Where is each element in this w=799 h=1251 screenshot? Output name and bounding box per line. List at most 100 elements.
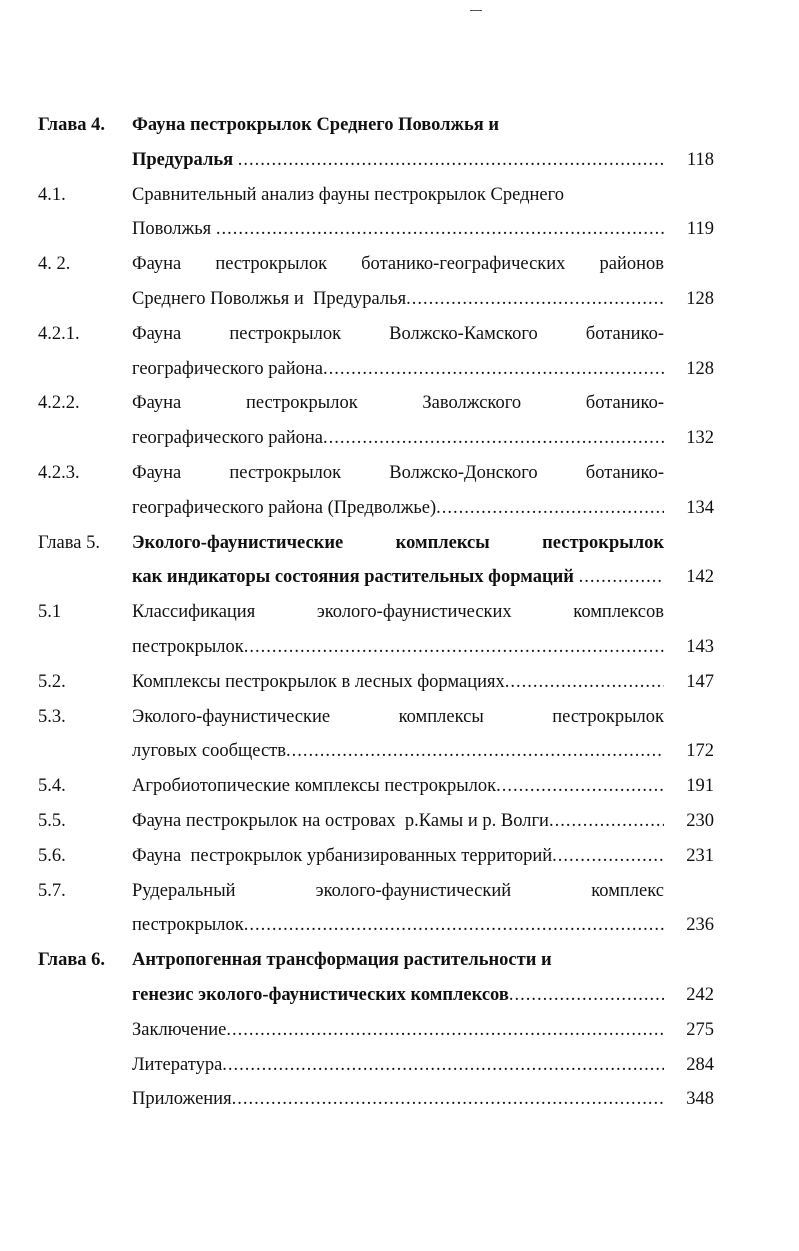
toc-entry-title: пестрокрылок	[132, 915, 244, 936]
leader-dots	[244, 908, 664, 943]
toc-entry-title-leader: Предуралья	[132, 143, 664, 178]
toc-entry-number: Глава 5.	[38, 532, 100, 553]
leader-dots	[216, 212, 664, 247]
toc-entry-line: 172 луговых сообществ	[0, 734, 799, 769]
toc-entry-title-leader: луговых сообществ	[132, 734, 664, 769]
toc-entry-line: 142 как индикаторы состояния растительных…	[0, 560, 799, 595]
toc-entry-line: Глава 4. Фауна пестрокрылок Среднего Пово…	[0, 108, 799, 143]
toc-entry-page: 275	[686, 1019, 714, 1040]
toc-entry-line: 128 Среднего Поволжья и Предуралья	[0, 282, 799, 317]
toc-entry-title-leader: Литература	[132, 1048, 664, 1083]
toc-entry-page: 118	[686, 149, 714, 170]
toc-entry-number: 5.7.	[38, 880, 66, 901]
toc-entry-line: 128 географического района	[0, 352, 799, 387]
toc-entry-line: 143 пестрокрылок	[0, 630, 799, 665]
leader-dots	[244, 630, 664, 665]
toc-entry-line: 4. 2. Фауна пестрокрылок ботанико-географ…	[0, 247, 799, 282]
toc-entry-page: 143	[686, 636, 714, 657]
toc-entry-line: Глава 6. Антропогенная трансформация раст…	[0, 943, 799, 978]
leader-dots	[323, 352, 664, 387]
toc-entry-title: пестрокрылок	[132, 636, 244, 657]
toc-entry-line: 5.6. 231 Фауна пестрокрылок урбанизированн…	[0, 839, 799, 874]
toc-entry-line: 118 Предуралья	[0, 143, 799, 178]
toc-entry-page: 236	[686, 915, 714, 936]
toc-entry-line: 5.5. 230 Фауна пестрокрылок на островах р.…	[0, 804, 799, 839]
toc-entry-title-leader: Среднего Поволжья и Предуралья	[132, 282, 664, 317]
toc-entry-title: как индикаторы состояния растительных фо…	[132, 567, 579, 588]
toc-entry-title: Фауна пестрокрылок Заволжского ботанико-	[132, 393, 664, 414]
toc-entry-title-leader: Поволжья	[132, 212, 664, 247]
toc-entry-number: 4.2.3.	[38, 462, 80, 483]
toc-entry-line: 348 Приложения	[0, 1082, 799, 1117]
toc-entry-line: 5.3. Эколого-фаунистические комплексы пес…	[0, 700, 799, 735]
toc-entry-title-leader: Фауна пестрокрылок урбанизированных терр…	[132, 839, 664, 874]
toc-entry-title: Фауна пестрокрылок Волжско-Камского бота…	[132, 323, 664, 344]
toc-entry-title: Комплексы пестрокрылок в лесных формация…	[132, 671, 505, 692]
toc-entry-title: географического района	[132, 358, 323, 379]
toc-entry-page: 191	[686, 776, 714, 797]
toc-entry-number: Глава 4.	[38, 115, 106, 135]
toc-entry-number: 4.1.	[38, 184, 66, 205]
toc-entry-title: Приложения	[132, 1089, 232, 1110]
toc-entry-line: 4.2.2. Фауна пестрокрылок Заволжского бот…	[0, 386, 799, 421]
toc-entry-line: 4.2.1. Фауна пестрокрылок Волжско-Камског…	[0, 317, 799, 352]
toc-entry-number: 5.6.	[38, 845, 66, 866]
toc-entry-number: 4.2.2.	[38, 393, 80, 414]
toc-entry-number: 5.1	[38, 602, 62, 623]
toc-entry-title: луговых сообществ	[132, 741, 286, 762]
toc-entry-title: Фауна пестрокрылок на островах р.Камы и …	[132, 810, 549, 831]
toc-entry-line: 4.1. Сравнительный анализ фауны пестрокры…	[0, 178, 799, 213]
toc-entry-page: 119	[686, 219, 714, 240]
toc-entry-line: 132 географического района	[0, 421, 799, 456]
leader-dots	[222, 1048, 664, 1083]
toc-entry-line: 236 пестрокрылок	[0, 908, 799, 943]
leader-dots	[323, 421, 664, 456]
toc-entry-page: 134	[686, 497, 714, 518]
toc-entry-title: географического района (Предволжье)	[132, 497, 437, 518]
leader-dots	[552, 839, 664, 874]
toc-entry-number: 4. 2.	[38, 254, 71, 275]
toc-entry-title: Сравнительный анализ фауны пестрокрылок …	[132, 184, 564, 205]
toc-entry-page: 348	[686, 1089, 714, 1110]
leader-dots	[436, 491, 664, 526]
toc-entry-title-leader: как индикаторы состояния растительных фо…	[132, 560, 664, 595]
toc-entry-page: 284	[686, 1054, 714, 1075]
leader-dots	[406, 282, 664, 317]
toc-entry-title-leader: Фауна пестрокрылок на островах р.Камы и …	[132, 804, 664, 839]
toc-entry-page: 230	[686, 810, 714, 831]
toc-entry-title: Фауна пестрокрылок Среднего Поволжья и	[132, 115, 500, 135]
toc-entry-title: Антропогенная трансформация растительнос…	[132, 950, 552, 971]
toc-entry-title: географического района	[132, 428, 323, 449]
leader-dots	[549, 804, 664, 839]
toc-entry-page: 128	[686, 288, 714, 309]
page-top-mark	[470, 10, 482, 11]
toc-entry-title: Эколого-фаунистические комплексы пестрок…	[132, 532, 664, 553]
toc-entry-title: Среднего Поволжья и Предуралья	[132, 288, 407, 309]
toc-entry-title: Литература	[132, 1054, 223, 1075]
toc-entry-line: 5.1 Классификация эколого-фаунистических …	[0, 595, 799, 630]
toc-entry-page: 231	[686, 845, 714, 866]
toc-entry-number: 5.4.	[38, 776, 66, 797]
toc-entry-number: 5.2.	[38, 671, 66, 692]
toc-entry-number: 5.5.	[38, 810, 66, 831]
leader-dots	[238, 143, 664, 178]
toc-entry-title-leader: Приложения	[132, 1082, 664, 1117]
leader-dots	[509, 978, 664, 1013]
toc-entry-title-leader: географического района	[132, 421, 664, 456]
toc-entry-title: Поволжья	[132, 219, 216, 240]
toc-entry-title-leader: генезис эколого-фаунистических комплексо…	[132, 978, 664, 1013]
toc-entry-number: 4.2.1.	[38, 323, 80, 344]
toc-entry-line: 275 Заключение	[0, 1013, 799, 1048]
toc-entry-page: 128	[686, 358, 714, 379]
toc-entry-number: Глава 6.	[38, 950, 106, 971]
toc-entry-page: 172	[686, 741, 714, 762]
toc-entry-title: Классификация эколого-фаунистических ком…	[132, 602, 664, 623]
toc-entry-title-leader: пестрокрылок	[132, 630, 664, 665]
table-of-contents: Глава 4. Фауна пестрокрылок Среднего Пово…	[0, 108, 799, 1117]
toc-entry-title: Эколого-фаунистические комплексы пестрок…	[132, 706, 664, 727]
toc-entry-line: 242 генезис эколого-фаунистических компле…	[0, 978, 799, 1013]
toc-entry-title-leader: Агробиотопические комплексы пестрокрылок	[132, 769, 664, 804]
leader-dots	[226, 1013, 664, 1048]
toc-entry-line: 134 географического района (Предволжье)	[0, 491, 799, 526]
toc-entry-title-leader: географического района	[132, 352, 664, 387]
